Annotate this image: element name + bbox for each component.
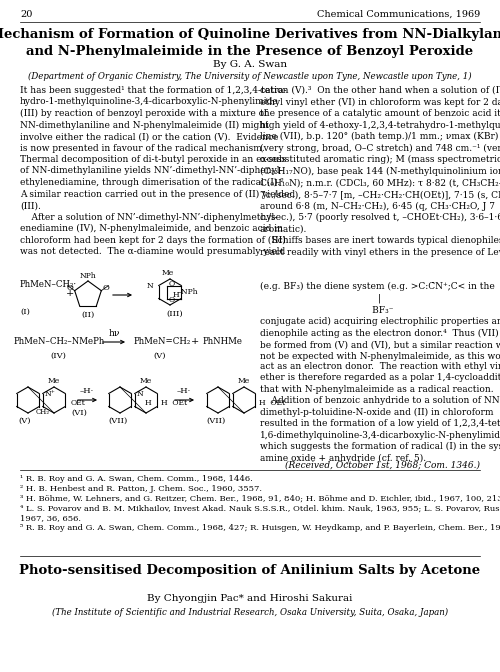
Text: PhMeN–CH₂·: PhMeN–CH₂· [20, 280, 77, 289]
Text: 20: 20 [20, 10, 32, 19]
Text: H  OEt: H OEt [161, 399, 187, 407]
Text: (V): (V) [154, 352, 166, 360]
Text: cation (V).³  On the other hand when a solution of (IV) and
ethyl vinyl ether (V: cation (V).³ On the other hand when a so… [260, 86, 500, 257]
Text: H: H [173, 291, 180, 299]
Text: PhNHMe: PhNHMe [203, 337, 243, 347]
Text: O: O [168, 280, 174, 288]
Text: NPh: NPh [80, 272, 96, 280]
Text: CH₂: CH₂ [36, 407, 50, 415]
Text: –NPh: –NPh [178, 288, 198, 296]
Text: (III): (III) [166, 310, 184, 318]
Text: PhMeN=CH₂: PhMeN=CH₂ [134, 337, 191, 347]
Text: Photo-sensitised Decomposition of Anilinium Salts by Acetone: Photo-sensitised Decomposition of Anilin… [20, 564, 480, 577]
Text: (Received, October 1st, 1968; Com. 1346.): (Received, October 1st, 1968; Com. 1346.… [285, 460, 480, 469]
Text: act as an electron donor.  The reaction with ethyl vinyl
ether is therefore rega: act as an electron donor. The reaction w… [260, 362, 500, 463]
Text: +: + [66, 290, 74, 298]
Text: H  OEt: H OEt [259, 399, 285, 407]
Text: –H·: –H· [177, 387, 191, 395]
Text: hν: hν [108, 329, 120, 337]
Text: Me: Me [48, 377, 60, 385]
Text: It has been suggested¹ that the formation of 1,2,3,4-tetra-
hydro-1-methylquinol: It has been suggested¹ that the formatio… [20, 86, 295, 256]
Text: OEt: OEt [71, 399, 86, 407]
Text: Me: Me [162, 269, 174, 277]
Text: (I): (I) [20, 308, 30, 316]
Text: O: O [66, 284, 73, 292]
Text: The Mechanism of Formation of Quinoline Derivatives from NN-Dialkylanilines
and : The Mechanism of Formation of Quinoline … [0, 28, 500, 58]
Text: (II): (II) [82, 311, 94, 319]
Text: Me: Me [140, 377, 152, 385]
Text: –H·: –H· [80, 387, 94, 395]
Text: (Department of Organic Chemistry, The University of Newcastle upon Tyne, Newcast: (Department of Organic Chemistry, The Un… [28, 72, 472, 81]
Text: ¹ R. B. Roy and G. A. Swan, Chem. Comm., 1968, 1446.
² H. B. Henbest and R. Patt: ¹ R. B. Roy and G. A. Swan, Chem. Comm.,… [20, 475, 500, 532]
Text: O: O [103, 284, 110, 292]
Text: (VII): (VII) [206, 417, 226, 425]
Text: N: N [136, 390, 143, 398]
Text: (V): (V) [19, 417, 31, 425]
Text: PhMeN–CH₂–NMePh: PhMeN–CH₂–NMePh [14, 337, 105, 347]
Text: (VII): (VII) [108, 417, 128, 425]
Text: H: H [144, 399, 152, 407]
Text: (VI): (VI) [71, 409, 87, 417]
Text: N⁺: N⁺ [44, 390, 56, 398]
Text: By G. A. Swan: By G. A. Swan [213, 60, 287, 69]
Text: Me: Me [238, 377, 250, 385]
Text: Chemical Communications, 1969: Chemical Communications, 1969 [317, 10, 480, 19]
Text: (IV): (IV) [50, 352, 66, 360]
Text: N: N [147, 282, 154, 290]
Text: By Chyongjin Pac* and Hiroshi Sakurai: By Chyongjin Pac* and Hiroshi Sakurai [148, 594, 352, 603]
Text: O: O [168, 296, 174, 304]
Text: (The Institute of Scientific and Industrial Research, Osaka University, Suita, O: (The Institute of Scientific and Industr… [52, 608, 448, 617]
Text: +: + [191, 337, 199, 347]
Text: (e.g. BF₃) the diene system (e.g. >C:ĊN⁺;C< in the
                            : (e.g. BF₃) the diene system (e.g. >C:ĊN… [260, 282, 500, 361]
